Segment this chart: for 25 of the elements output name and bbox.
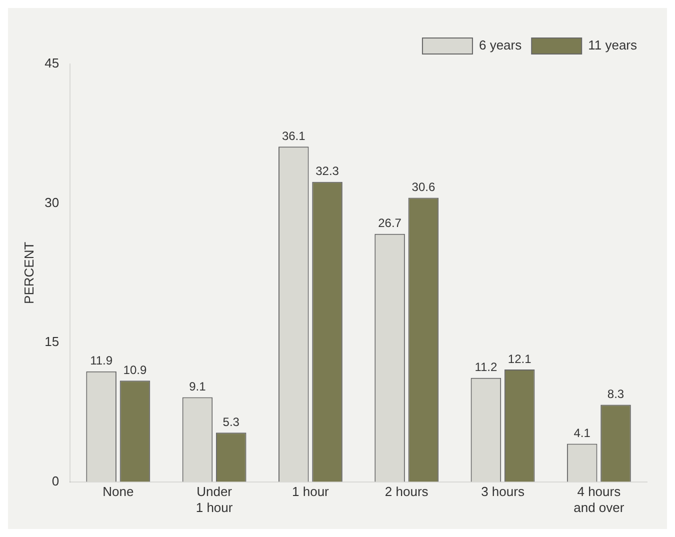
legend-label: 6 years [478,38,522,53]
data-label: 10.9 [123,362,147,377]
data-label: 9.1 [189,380,206,394]
y-axis-title: PERCENT [21,242,36,304]
data-label: 4.1 [574,426,591,440]
y-tick-label: 15 [44,334,60,350]
x-tick-label: None [102,484,134,500]
data-label: 30.6 [412,180,436,194]
y-tick-label: 0 [52,473,60,488]
data-label: 12.1 [508,352,532,366]
x-tick-label: 1 hour [292,484,330,500]
legend-label: 11 years [588,38,638,53]
y-tick-label: 30 [44,194,60,210]
y-tick-label: 45 [44,56,60,71]
x-tick-label: 3 hours [481,484,525,500]
data-label: 26.7 [378,216,402,230]
data-label: 8.3 [607,387,624,402]
data-label: 11.2 [474,360,498,374]
data-label: 11.9 [90,354,113,368]
x-tick-label: Under 1 hour [196,484,234,515]
data-label: 32.3 [316,164,340,178]
data-label: 36.1 [282,128,306,143]
x-tick-label: 2 hours [384,484,429,500]
data-label: 5.3 [222,414,240,429]
x-tick-label: 4 hours and over [574,484,625,515]
